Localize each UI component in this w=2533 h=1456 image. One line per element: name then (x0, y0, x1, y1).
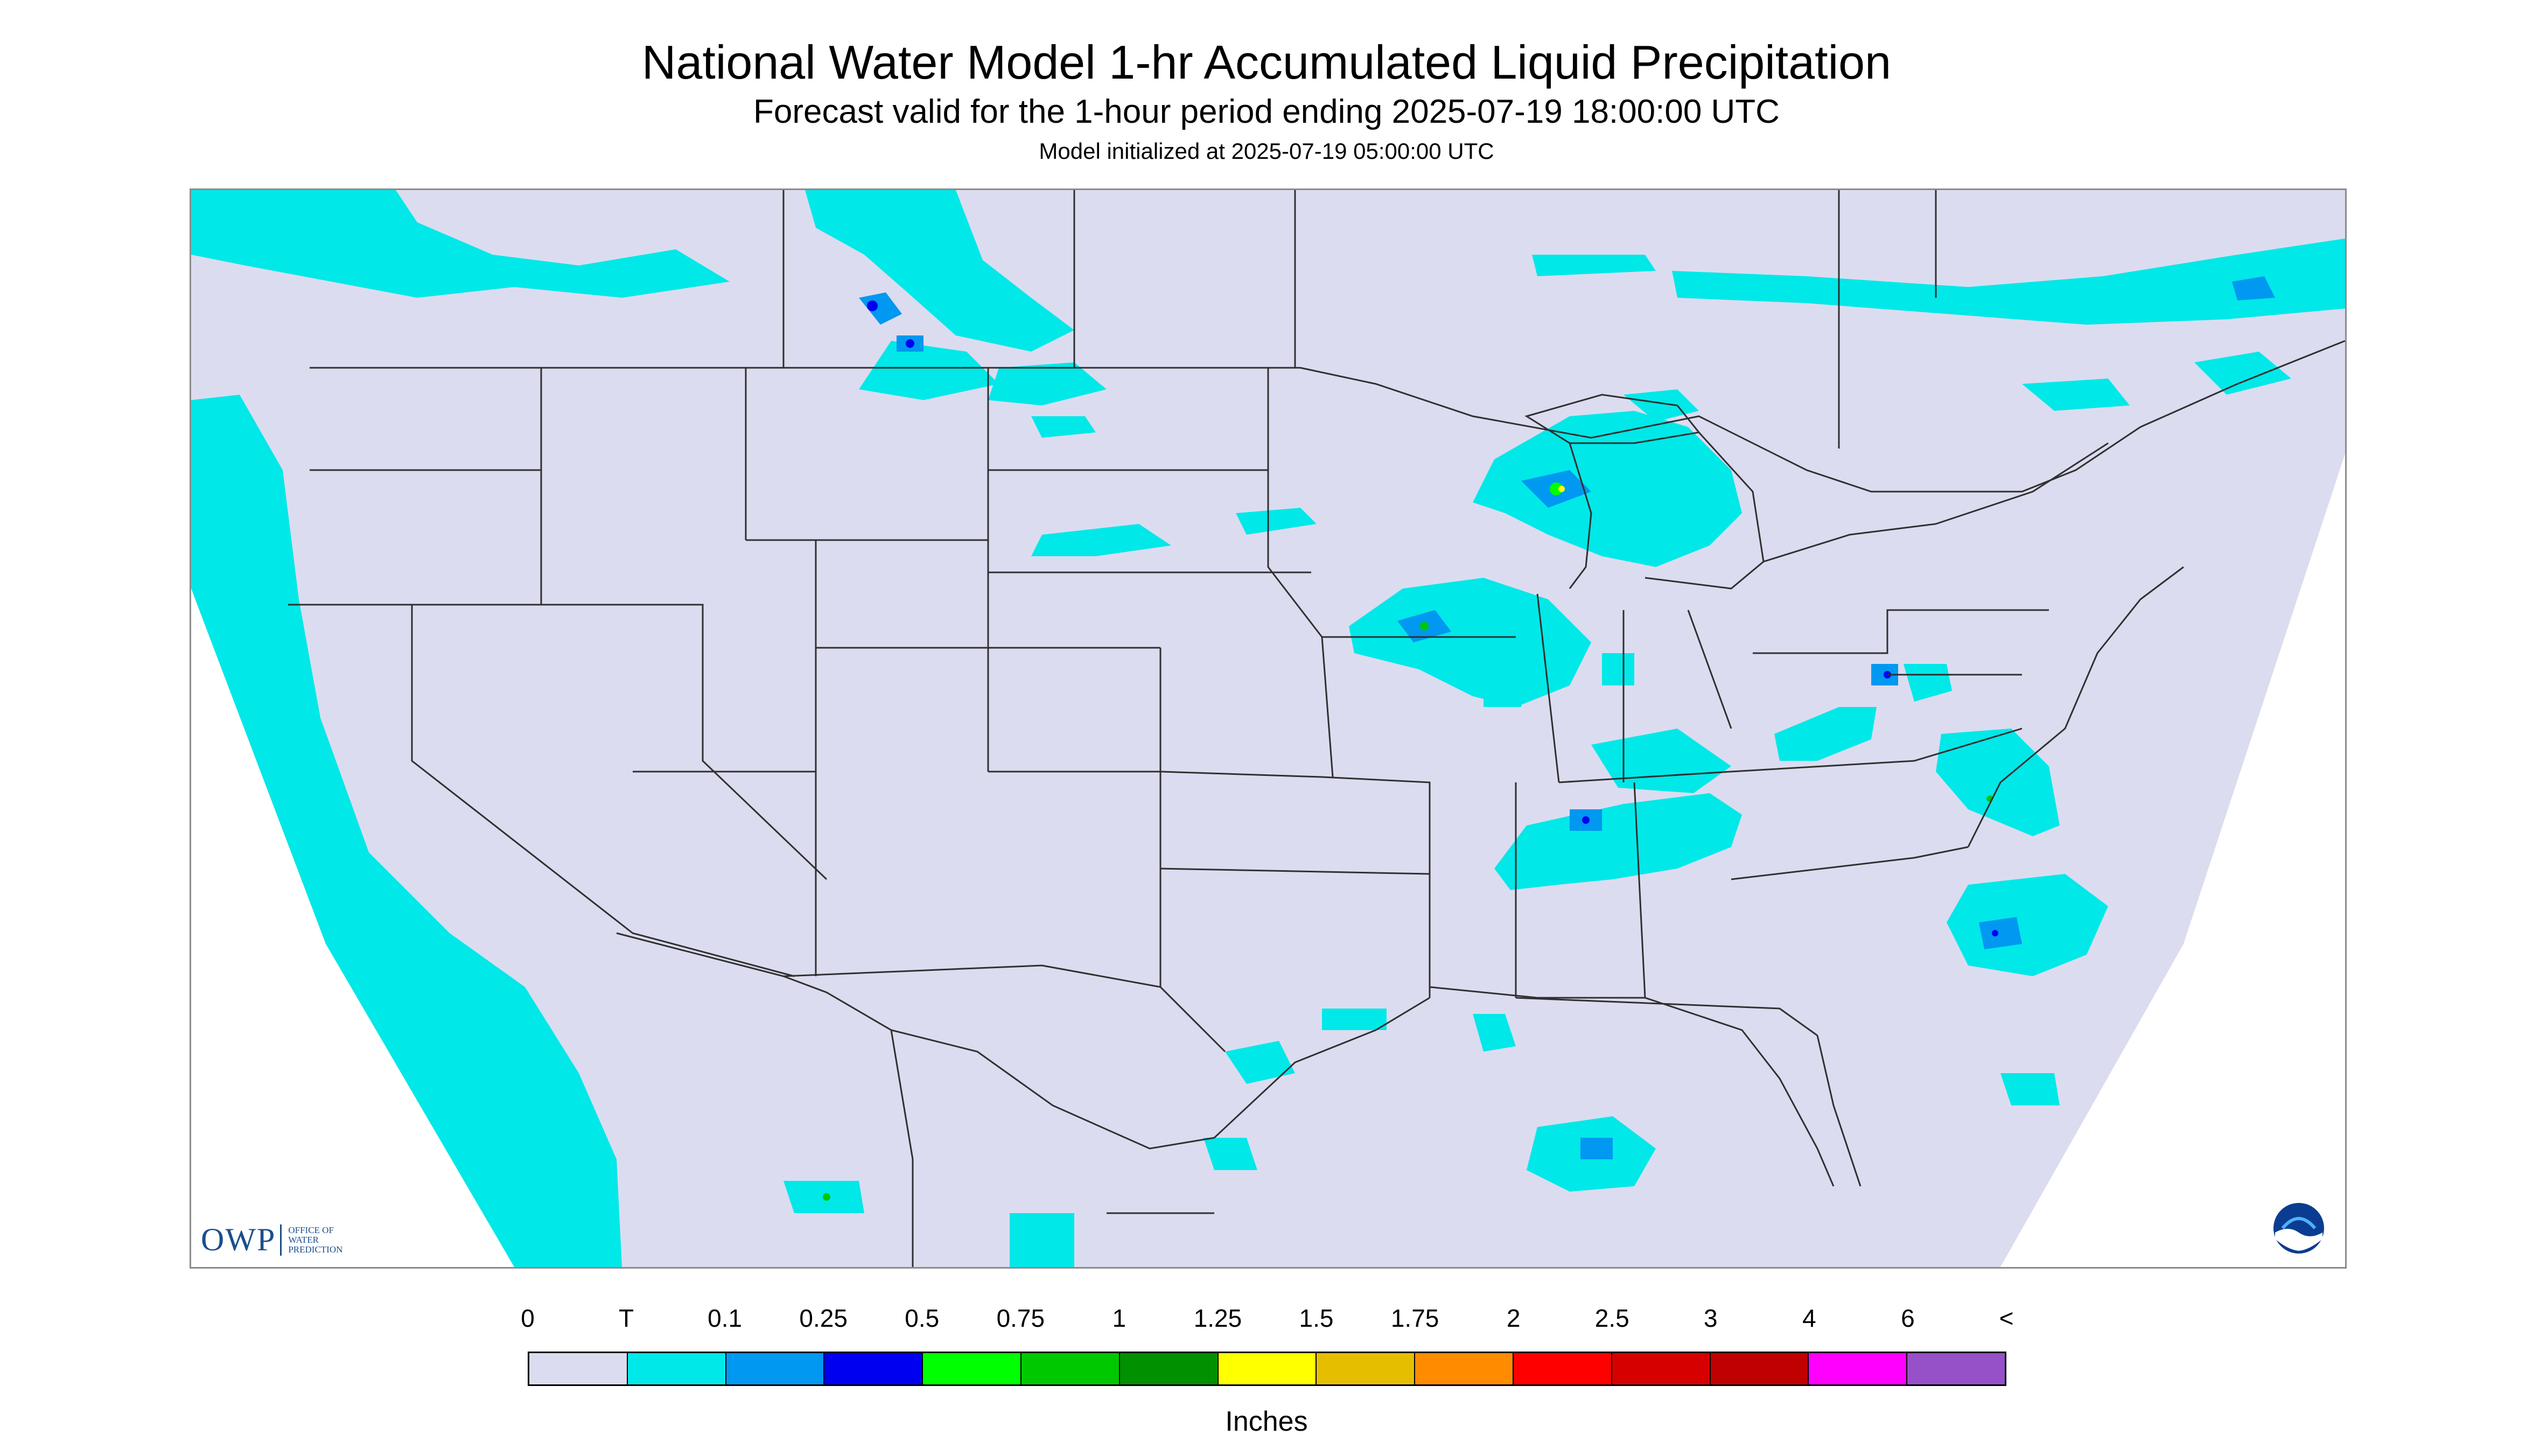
owp-logo-text: OFFICE OF WATER PREDICTION (288, 1224, 343, 1255)
legend-swatch (923, 1353, 1021, 1384)
owp-logo-divider (280, 1224, 282, 1256)
legend-swatch (1513, 1353, 1612, 1384)
legend-swatch (1218, 1353, 1317, 1384)
legend-tick-label: 1.25 (1193, 1304, 1242, 1332)
legend-units: Inches (1225, 1406, 1308, 1437)
legend-tick-label: 3 (1704, 1304, 1718, 1332)
legend-swatch (529, 1353, 628, 1384)
legend-swatch (824, 1353, 923, 1384)
precip-trace-areas (191, 190, 2345, 1267)
precip-heavy-spots (823, 300, 1998, 1201)
noaa-logo-icon (2272, 1202, 2325, 1255)
legend-labels: 0 T 0.1 0.25 0.5 0.75 1 1.25 1.5 1.75 2 2.5 3 4 6 < (521, 1303, 2013, 1341)
legend-tick-label: 0.25 (799, 1304, 848, 1332)
legend-tick-label: 1.5 (1299, 1304, 1334, 1332)
owp-logo-mark: OWP (201, 1222, 276, 1257)
legend-tick-label: 0.5 (905, 1304, 940, 1332)
map-canvas (191, 190, 2345, 1267)
legend-swatch (1021, 1353, 1120, 1384)
legend-tick-label: 0 (521, 1304, 535, 1332)
legend-tick-label: T (619, 1304, 634, 1332)
map-subtitle: Forecast valid for the 1-hour period end… (753, 93, 1780, 130)
legend-tick-label: 4 (1802, 1304, 1816, 1332)
legend-swatch (1119, 1353, 1219, 1384)
legend-tick-label: 0.75 (996, 1304, 1045, 1332)
precipitation-map[interactable]: OWP OFFICE OF WATER PREDICTION (190, 188, 2347, 1269)
model-init-time: Model initialized at 2025-07-19 05:00:00… (1039, 138, 1494, 164)
political-boundaries (288, 190, 2345, 1267)
pacific-rain-band (191, 395, 622, 1267)
projection-domain (191, 190, 2345, 1267)
legend-tick-label: 2 (1506, 1304, 1521, 1332)
legend-swatch (1415, 1353, 1514, 1384)
legend-swatch (1710, 1353, 1809, 1384)
legend-tick-label: 1 (1112, 1304, 1126, 1332)
map-title: National Water Model 1-hr Accumulated Li… (641, 36, 1892, 89)
legend-swatch (726, 1353, 825, 1384)
precip-legend: 0 T 0.1 0.25 0.5 0.75 1 1.25 1.5 1.75 2 2.5 3 4 6 < (521, 1303, 2013, 1386)
legend-swatch (1809, 1353, 1908, 1384)
legend-swatch (1907, 1353, 2005, 1384)
legend-swatch (627, 1353, 726, 1384)
legend-swatch (1612, 1353, 1711, 1384)
legend-swatch (1317, 1353, 1416, 1384)
legend-tick-label: 2.5 (1594, 1304, 1629, 1332)
legend-tick-label: 6 (1901, 1304, 1915, 1332)
legend-tick-label: 1.75 (1390, 1304, 1439, 1332)
legend-tick-label: 0.1 (708, 1304, 743, 1332)
legend-colorbar (528, 1352, 2006, 1386)
legend-tick-label: < (1999, 1304, 2014, 1332)
owp-logo: OWP OFFICE OF WATER PREDICTION (201, 1221, 342, 1258)
